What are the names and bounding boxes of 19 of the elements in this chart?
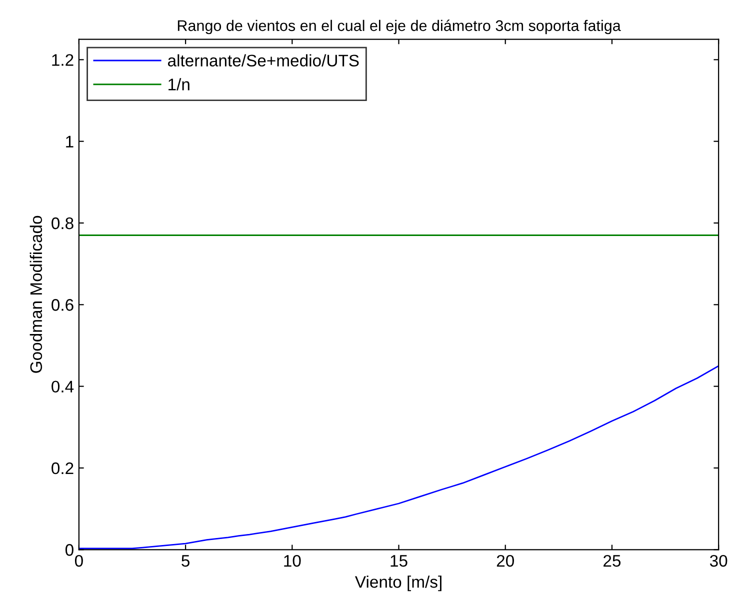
y-axis-title: Goodman Modificado [30,216,42,373]
x-tick-label: 10 [284,554,301,567]
legend-label: alternante/Se+medio/UTS [168,54,359,66]
y-tick-label: 0.6 [52,299,74,311]
y-tick-label: 0.4 [52,380,74,393]
y-tick-label: 1 [66,136,74,148]
x-tick-label: 20 [496,554,514,567]
y-tick-label: 0 [65,544,74,556]
y-tick-label: 1.2 [52,54,74,66]
x-tick-label: 25 [604,554,621,567]
y-tick-label: 0.8 [52,217,74,230]
x-tick-label: 0 [74,554,83,567]
legend-label: 1/n [168,78,190,90]
y-tick-label: 0.2 [52,462,74,474]
x-tick-label: 15 [390,555,408,567]
x-tick-label: 5 [182,555,190,567]
chart-title: Rango de vientos en el cual el eje de diámetro 3cm soporta fatiga [178,20,621,34]
x-axis-title: Viento [m/s] [354,576,442,592]
x-tick-label: 30 [710,554,728,567]
